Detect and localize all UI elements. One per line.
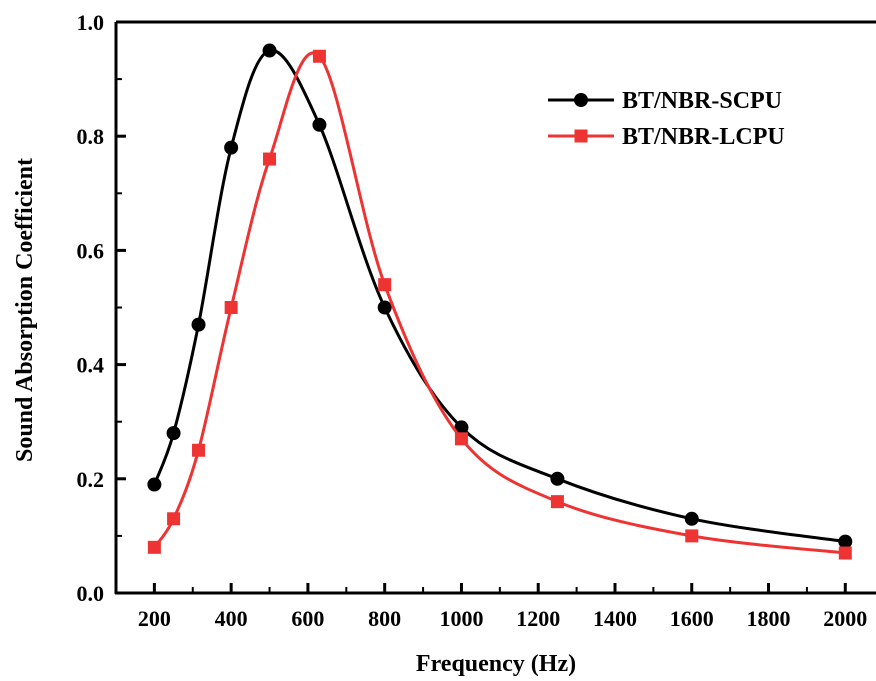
legend-item: BT/NBR-LCPU: [548, 124, 785, 150]
data-point: [191, 317, 206, 332]
data-point: [838, 546, 852, 560]
x-tick-label: 400: [215, 606, 248, 631]
data-point: [838, 534, 853, 549]
data-point: [192, 443, 206, 457]
data-point: [684, 511, 699, 526]
x-tick-label: 1800: [747, 606, 791, 631]
data-point: [147, 540, 161, 554]
y-tick-label: 0.2: [77, 467, 105, 492]
data-point: [167, 512, 181, 526]
data-point: [454, 432, 468, 446]
legend-label: BT/NBR-SCPU: [622, 88, 782, 114]
series-group: [147, 43, 853, 560]
data-point: [147, 477, 162, 492]
x-tick-label: 2000: [823, 606, 867, 631]
data-point: [262, 43, 277, 58]
legend: BT/NBR-SCPU BT/NBR-LCPU: [548, 88, 785, 150]
y-tick-label: 1.0: [77, 10, 105, 35]
y-tick-label: 0.8: [77, 124, 105, 149]
data-point: [312, 117, 327, 132]
legend-marker: [574, 129, 588, 143]
series-2: [147, 49, 852, 560]
x-tick-label: 1600: [670, 606, 714, 631]
x-tick-label: 1200: [516, 606, 560, 631]
x-tick-label: 800: [368, 606, 401, 631]
legend-item: BT/NBR-SCPU: [548, 88, 782, 114]
y-axis-title: Sound Absorption Coefficient: [12, 158, 38, 462]
data-point: [550, 495, 564, 509]
x-tick-label: 600: [291, 606, 324, 631]
legend-marker: [574, 93, 588, 107]
y-tick-label: 0.6: [77, 238, 105, 263]
series-1: [147, 43, 853, 549]
data-point: [377, 300, 392, 315]
x-axis-title: Frequency (Hz): [416, 651, 576, 676]
legend-label: BT/NBR-LCPU: [622, 124, 785, 150]
data-point: [263, 152, 277, 166]
data-point: [224, 140, 239, 155]
data-point: [224, 301, 238, 314]
data-point: [454, 420, 469, 435]
x-tick-label: 1000: [439, 606, 483, 631]
data-point: [166, 426, 181, 441]
axis-ticks: 0.0 0.2 0.4 0.6 0.8 1.0 200 400 600 800 1000 1200 14…: [77, 10, 868, 631]
data-point: [378, 278, 392, 292]
data-point: [685, 529, 699, 543]
y-tick-label: 0.4: [77, 353, 105, 378]
data-point: [550, 471, 565, 486]
x-tick-label: 200: [138, 606, 171, 631]
x-tick-label: 1400: [593, 606, 637, 631]
data-point: [312, 49, 326, 63]
series-line: [153, 51, 846, 555]
y-tick-label: 0.0: [77, 581, 105, 606]
